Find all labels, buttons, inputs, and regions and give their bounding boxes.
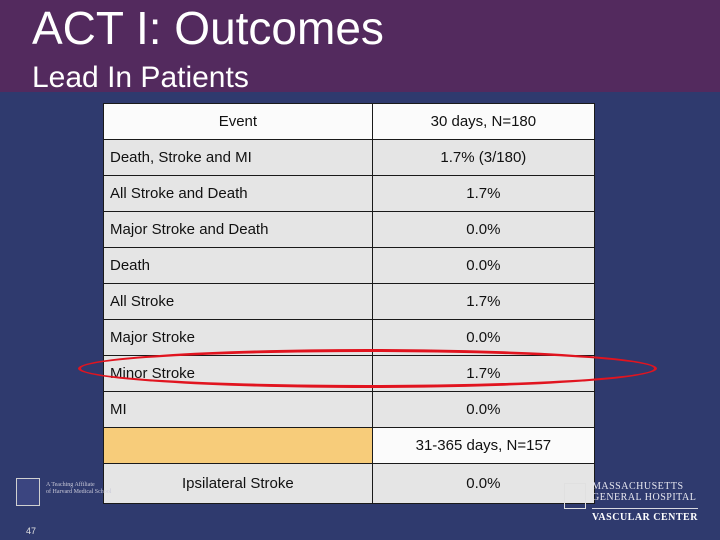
- table-row: Death 0.0%: [103, 247, 596, 284]
- slide-subtitle: Lead In Patients: [32, 61, 249, 94]
- row-value: 0.0%: [371, 247, 596, 284]
- hospital-seal-icon: [16, 478, 40, 506]
- logo-right-line2: GENERAL HOSPITAL: [592, 492, 697, 503]
- table-row: Death, Stroke and MI 1.7% (3/180): [103, 139, 596, 176]
- row-value: 0.0%: [371, 319, 596, 356]
- table-header-row: Event 30 days, N=180: [103, 103, 596, 140]
- page-number: 47: [26, 526, 37, 536]
- row-event: Death, Stroke and MI: [103, 139, 373, 176]
- table-row: All Stroke and Death 1.7%: [103, 175, 596, 212]
- table-row: All Stroke 1.7%: [103, 283, 596, 320]
- section-blank-cell: [103, 427, 373, 464]
- row-event: Major Stroke and Death: [103, 211, 373, 248]
- row-value: 1.7%: [371, 355, 596, 392]
- logo-left-text: A Teaching Affiliate of Harvard Medical …: [46, 482, 136, 496]
- logo-left-line1: A Teaching Affiliate: [46, 482, 95, 488]
- logo-right-line3: VASCULAR CENTER: [592, 512, 698, 523]
- row-value: 0.0%: [371, 211, 596, 248]
- mgh-seal-icon: [564, 483, 586, 509]
- table-row: Major Stroke and Death 0.0%: [103, 211, 596, 248]
- row-event: Death: [103, 247, 373, 284]
- table-row-highlighted: Minor Stroke 1.7%: [103, 355, 596, 392]
- row-event: All Stroke: [103, 283, 373, 320]
- row-event: Major Stroke: [103, 319, 373, 356]
- header-event: Event: [103, 103, 373, 140]
- section-header-row: 31-365 days, N=157: [103, 427, 596, 464]
- row-value: 1.7%: [371, 283, 596, 320]
- title-band: [0, 0, 720, 92]
- logo-divider: [592, 508, 698, 509]
- logo-right-line1: MASSACHUSETTS: [592, 481, 684, 492]
- table-row: Major Stroke 0.0%: [103, 319, 596, 356]
- outcomes-table: Event 30 days, N=180 Death, Stroke and M…: [103, 103, 596, 504]
- row-value: 1.7% (3/180): [371, 139, 596, 176]
- header-period-31-365-days: 31-365 days, N=157: [371, 427, 596, 464]
- table-row: Ipsilateral Stroke 0.0%: [103, 463, 596, 504]
- row-event: Minor Stroke: [103, 355, 373, 392]
- logo-left-line2: of Harvard Medical School: [46, 489, 112, 495]
- header-period-30-days: 30 days, N=180: [371, 103, 596, 140]
- row-event: All Stroke and Death: [103, 175, 373, 212]
- slide-title: ACT I: Outcomes: [32, 2, 384, 54]
- row-event: Ipsilateral Stroke: [103, 463, 373, 504]
- row-event: MI: [103, 391, 373, 428]
- mgh-vascular-center-logo: MASSACHUSETTS GENERAL HOSPITAL VASCULAR …: [564, 481, 714, 526]
- logo-right-name: MASSACHUSETTS GENERAL HOSPITAL: [592, 481, 696, 503]
- outcomes-table-container: Event 30 days, N=180 Death, Stroke and M…: [103, 103, 596, 504]
- row-value: 0.0%: [371, 391, 596, 428]
- row-value: 1.7%: [371, 175, 596, 212]
- harvard-affiliate-logo: A Teaching Affiliate of Harvard Medical …: [16, 478, 111, 506]
- row-value: 0.0%: [371, 463, 596, 504]
- table-row: MI 0.0%: [103, 391, 596, 428]
